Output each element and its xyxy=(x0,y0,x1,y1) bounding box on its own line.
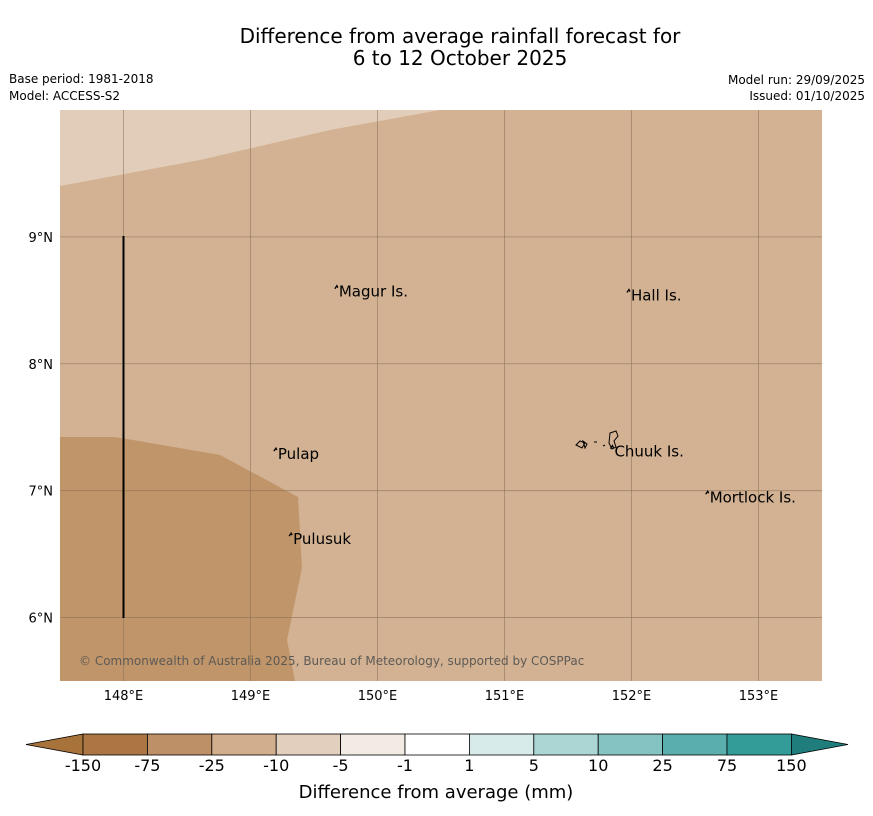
base-period-label: Base period: 1981-2018 xyxy=(9,72,154,86)
colorbar-segment xyxy=(211,733,277,756)
island-marker xyxy=(626,288,631,293)
place-label: Mortlock Is. xyxy=(710,488,796,506)
place-label: Pulusuk xyxy=(293,530,351,548)
colorbar-tick-label: 25 xyxy=(652,756,672,775)
colorbar-tick-label: 1 xyxy=(464,756,474,775)
slightly-below-average-region xyxy=(60,110,440,186)
colorbar-segment xyxy=(726,733,792,756)
lon-tick-label: 150°E xyxy=(358,689,398,704)
colorbar-tick-label: 5 xyxy=(529,756,539,775)
island-marker xyxy=(705,489,710,495)
lon-tick-label: 153°E xyxy=(739,689,779,704)
issued-label: Issued: 01/10/2025 xyxy=(749,89,865,103)
colorbar-tick-label: -75 xyxy=(134,756,160,775)
colorbar-tick-label: 150 xyxy=(776,756,807,775)
colorbar: -150 -75 -25 -10 -5 -1 1 5 10 25 75 150 xyxy=(25,733,849,775)
island-marker xyxy=(288,531,293,537)
colorbar-segment xyxy=(533,733,599,756)
axis-ticks: 148°E 149°E 150°E 151°E 152°E 153°E 9°N 8°N 7°N 6… xyxy=(29,231,779,704)
chart-title-line2: 6 to 12 October 2025 xyxy=(352,46,568,70)
map-gridlines xyxy=(60,110,822,681)
model-label: Model: ACCESS-S2 xyxy=(9,89,121,103)
colorbar-tick-label: -150 xyxy=(65,756,101,775)
colorbar-segment xyxy=(146,733,213,756)
colorbar-tick-label: 10 xyxy=(588,756,608,775)
copyright-notice: © Commonwealth of Australia 2025, Bureau… xyxy=(79,654,584,668)
colorbar-segment xyxy=(82,733,148,756)
colorbar-segment xyxy=(340,733,406,756)
colorbar-segment xyxy=(662,733,728,756)
lat-tick-label: 8°N xyxy=(29,358,54,373)
lat-tick-label: 9°N xyxy=(29,231,54,246)
lat-tick-label: 7°N xyxy=(29,485,54,500)
lat-tick-label: 6°N xyxy=(29,612,54,627)
lon-tick-label: 152°E xyxy=(612,689,652,704)
colorbar-segment xyxy=(275,733,342,756)
colorbar-tick-label: 75 xyxy=(717,756,737,775)
colorbar-segment xyxy=(468,733,535,756)
chuuk-lagoon-islands xyxy=(575,430,619,450)
model-run-label: Model run: 29/09/2025 xyxy=(727,73,865,87)
place-label: Hall Is. xyxy=(631,287,682,305)
place-label: Magur Is. xyxy=(339,283,408,301)
island-marker xyxy=(609,444,615,449)
colorbar-tick-label: -25 xyxy=(199,756,225,775)
colorbar-extend-min xyxy=(25,733,84,756)
colorbar-extend-max xyxy=(791,733,849,756)
lon-tick-label: 149°E xyxy=(231,689,271,704)
island-marker xyxy=(334,284,339,290)
colorbar-tick-label: -5 xyxy=(333,756,349,775)
lon-tick-label: 151°E xyxy=(485,689,525,704)
place-label: Pulap xyxy=(278,445,319,463)
place-label: Chuuk Is. xyxy=(614,443,683,461)
colorbar-segment xyxy=(404,733,470,756)
colorbar-tick-label: -1 xyxy=(397,756,413,775)
below-average-region xyxy=(60,437,302,681)
colorbar-tick-label: -10 xyxy=(263,756,289,775)
colorbar-segment xyxy=(597,733,664,756)
chart-title-line1: Difference from average rainfall forecas… xyxy=(239,24,681,48)
lon-tick-label: 148°E xyxy=(104,689,144,704)
place-markers: Magur Is. Hall Is. Pulap Chuuk Is. Mortlock … xyxy=(273,283,796,548)
island-marker xyxy=(273,446,278,452)
colorbar-title: Difference from average (mm) xyxy=(299,782,574,803)
